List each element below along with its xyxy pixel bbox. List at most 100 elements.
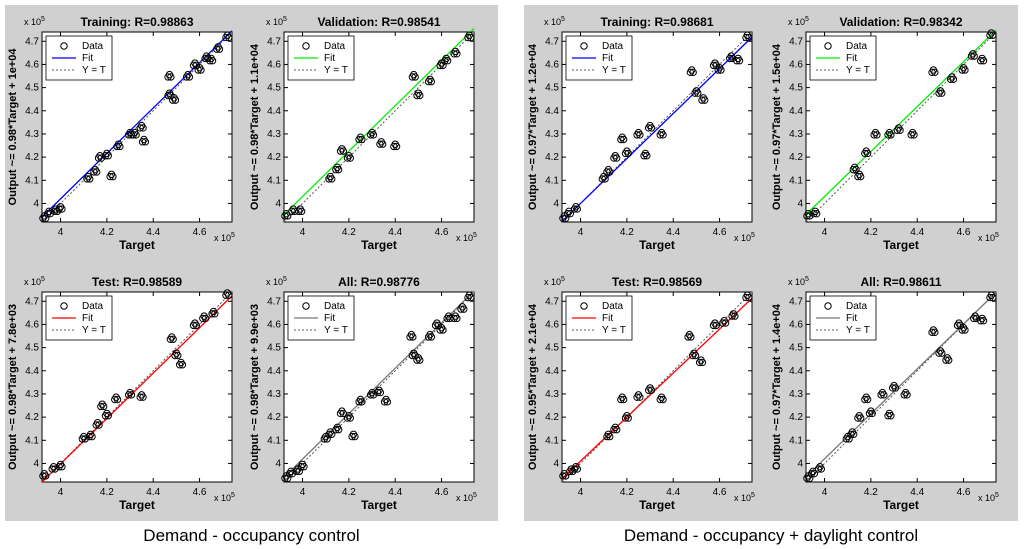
legend-identity-label: Y = T: [846, 325, 870, 336]
x-tick-label: 4.2: [342, 227, 356, 238]
fit-line: [283, 290, 475, 478]
y-exponent-label: x 105: [266, 16, 287, 27]
y-axis-label: Output ~= 0.98*Target + 9.9e+03: [249, 304, 261, 470]
data-point: [873, 131, 881, 139]
x-tick-label: 4: [58, 487, 64, 498]
x-tick-label: 4.4: [146, 227, 160, 238]
x-tick-label: 4.6: [957, 227, 971, 238]
x-exponent-label: x 105: [978, 232, 999, 243]
y-tick-label: 4.1: [25, 435, 39, 446]
y-tick-label: 4.6: [25, 59, 39, 70]
data-point: [439, 326, 447, 334]
fit-line: [561, 297, 753, 480]
legend-fit-label: Fit: [602, 313, 613, 324]
regression-plot-3: 4 4.2 4.4 4.6 4 4.1 4.2 4.3 4.4 4.5 4.6 4.7 x 105 x 1…: [7, 275, 235, 512]
legend-fit-label: Fit: [846, 313, 857, 324]
data-point: [863, 149, 872, 158]
data-point: [806, 474, 814, 482]
data-point: [701, 96, 709, 104]
data-point: [619, 135, 628, 144]
data-point: [225, 291, 233, 299]
legend-identity-label: Y = T: [846, 65, 870, 76]
y-tick-label: 4.4: [25, 106, 39, 117]
x-tick-label: 4.4: [910, 487, 924, 498]
data-point: [411, 73, 419, 81]
data-point: [427, 333, 436, 341]
regression-plot-5: 4 4.2 4.4 4.6 4 4.1 4.2 4.3 4.4 4.5 4.6 4.7 x 105 x 1…: [527, 15, 755, 252]
data-point: [51, 465, 59, 473]
y-tick-label: 4: [33, 458, 39, 469]
fit-line: [805, 292, 997, 478]
y-tick-label: 4.7: [545, 36, 559, 47]
x-exponent-label: x 105: [734, 232, 755, 243]
data-point: [624, 149, 632, 158]
y-tick-label: 4.5: [789, 83, 803, 94]
y-axis-label: Output ~= 0.98*Target + 1.1e+04: [249, 43, 261, 210]
plot-title: Training: R=0.98681: [600, 15, 713, 29]
data-point: [731, 312, 739, 320]
x-exponent-label: x 105: [456, 232, 477, 243]
y-exponent-label: x 105: [544, 16, 565, 27]
data-point: [328, 430, 336, 438]
data-point: [132, 131, 140, 139]
data-point: [970, 52, 978, 60]
y-tick-label: 4.4: [545, 366, 559, 377]
legend-identity-label: Y = T: [82, 325, 106, 336]
x-tick-label: 4.6: [193, 487, 207, 498]
data-point: [961, 326, 969, 334]
data-point: [284, 474, 292, 482]
data-point: [562, 214, 570, 222]
regression-plot-2: 4 4.2 4.4 4.6 4 4.1 4.2 4.3 4.4 4.5 4.6 4.7 x 105 x 1…: [249, 15, 477, 252]
regression-plot-6: 4 4.2 4.4 4.6 4 4.1 4.2 4.3 4.4 4.5 4.6 4.7 x 105 x 1…: [771, 15, 999, 252]
data-point: [171, 96, 180, 104]
data-point: [460, 305, 468, 313]
y-tick-label: 4.5: [267, 83, 281, 94]
data-point: [97, 154, 106, 162]
data-point: [647, 124, 656, 132]
y-tick-label: 4.1: [267, 175, 281, 186]
data-point: [856, 414, 865, 422]
y-exponent-label: x 105: [788, 16, 809, 27]
data-point: [810, 469, 819, 478]
data-point: [691, 351, 700, 360]
data-point: [850, 430, 858, 438]
x-tick-label: 4.4: [666, 487, 680, 498]
data-point: [636, 393, 644, 401]
x-tick-label: 4.6: [957, 487, 971, 498]
y-tick-label: 4.1: [545, 175, 559, 186]
data-point: [439, 61, 447, 70]
fit-line: [41, 295, 233, 483]
fit-line: [805, 29, 997, 215]
identity-line: [283, 291, 475, 483]
legend-data-marker: [60, 42, 68, 50]
y-tick-label: 4.3: [545, 389, 559, 400]
y-tick-label: 4.1: [267, 435, 281, 446]
legend-identity-label: Y = T: [324, 325, 348, 336]
data-point: [945, 356, 953, 364]
x-axis-label: Target: [361, 238, 397, 252]
y-tick-label: 4.3: [789, 389, 803, 400]
data-point: [698, 358, 707, 367]
x-axis-label: Target: [883, 498, 919, 512]
data-point: [204, 54, 212, 63]
y-tick-label: 4.7: [25, 296, 39, 307]
data-point: [88, 432, 96, 441]
legend-data-marker: [302, 42, 310, 50]
data-point: [42, 472, 50, 480]
y-tick-label: 4.3: [267, 129, 281, 140]
data-point: [358, 398, 366, 406]
data-point: [92, 168, 101, 176]
data-point: [328, 175, 336, 183]
y-tick-label: 4.7: [789, 296, 803, 307]
data-point: [989, 293, 997, 302]
legend-identity-label: Y = T: [324, 65, 348, 76]
y-tick-label: 4.3: [267, 389, 281, 400]
data-point: [297, 207, 306, 216]
legend-data-marker: [60, 302, 68, 310]
x-tick-label: 4.2: [864, 227, 878, 238]
x-tick-label: 4.2: [100, 227, 114, 238]
legend-fit-label: Fit: [82, 53, 93, 64]
